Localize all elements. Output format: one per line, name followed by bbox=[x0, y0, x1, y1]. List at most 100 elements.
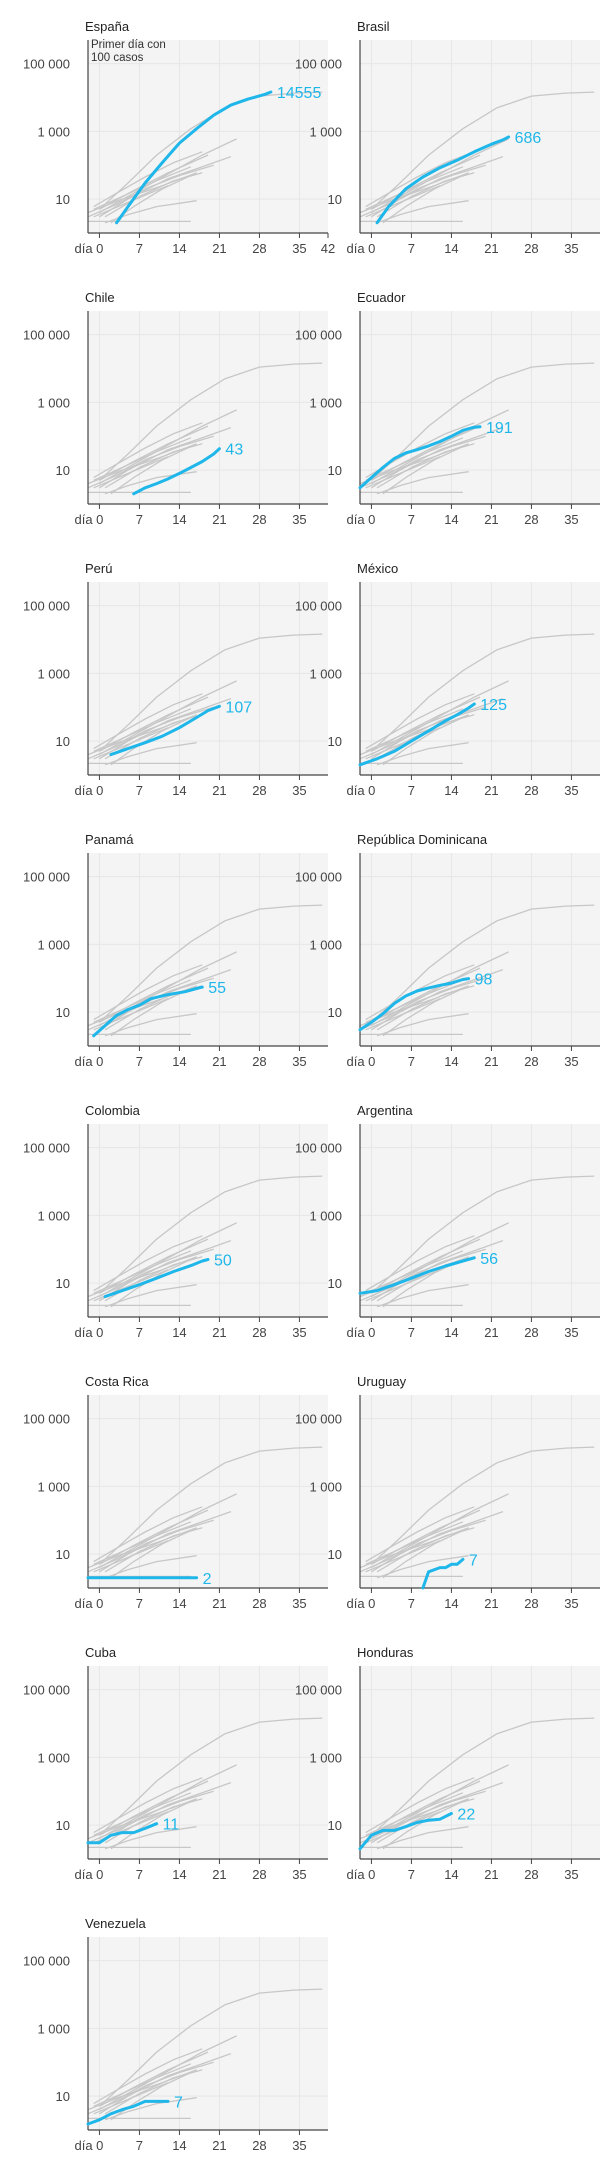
context-line bbox=[371, 1493, 509, 1569]
end-value-label: 11 bbox=[163, 1817, 180, 1834]
y-tick-label: 10 bbox=[328, 1005, 342, 1020]
y-tick-label: 1 000 bbox=[309, 395, 342, 410]
highlight-line bbox=[375, 135, 511, 225]
context-line bbox=[104, 200, 197, 224]
y-tick-label: 1 000 bbox=[37, 2021, 70, 2036]
context-line bbox=[110, 714, 197, 766]
x-tick-label: 14 bbox=[444, 1596, 458, 1611]
context-line bbox=[376, 200, 469, 224]
x-tick-label: 21 bbox=[212, 1325, 226, 1340]
context-line bbox=[371, 1510, 504, 1573]
y-tick-label: 10 bbox=[328, 1818, 342, 1833]
context-line bbox=[99, 1509, 209, 1565]
context-line bbox=[370, 1175, 595, 1294]
panel-0: España 10 1 000 100 000 día 0 7 14 21 28 35 42 Prim… bbox=[23, 19, 335, 256]
panel-background bbox=[360, 1124, 600, 1317]
y-tick-label: 100 000 bbox=[295, 1412, 342, 1427]
x-tick-label: día 0 bbox=[347, 783, 376, 798]
x-tick-label: 28 bbox=[252, 1596, 266, 1611]
context-line bbox=[376, 443, 475, 489]
highlight-line bbox=[358, 425, 482, 490]
panel-background bbox=[88, 311, 328, 504]
context-line bbox=[93, 1777, 203, 1834]
x-tick-label: día 0 bbox=[75, 512, 104, 527]
context-line bbox=[98, 904, 323, 1023]
x-tick-label: día 0 bbox=[75, 1054, 104, 1069]
x-tick-label: 35 bbox=[292, 1596, 306, 1611]
x-tick-label: 35 bbox=[292, 1867, 306, 1882]
end-value-label: 125 bbox=[480, 697, 507, 714]
end-value-label: 7 bbox=[469, 1552, 478, 1569]
context-line bbox=[371, 1764, 509, 1840]
panel-title: República Dominicana bbox=[357, 832, 488, 847]
context-line bbox=[98, 1175, 323, 1294]
x-tick-label: 28 bbox=[252, 1325, 266, 1340]
context-line bbox=[365, 1506, 475, 1563]
highlight-line bbox=[358, 977, 471, 1032]
context-line bbox=[99, 1238, 209, 1294]
y-tick-label: 100 000 bbox=[23, 1412, 70, 1427]
x-tick-label: 28 bbox=[252, 783, 266, 798]
x-tick-label: 35 bbox=[564, 1054, 578, 1069]
context-line bbox=[99, 154, 209, 210]
x-tick-label: 35 bbox=[564, 1596, 578, 1611]
x-tick-label: 7 bbox=[408, 241, 415, 256]
context-line bbox=[93, 1235, 203, 1292]
y-tick-label: 1 000 bbox=[309, 1479, 342, 1494]
context-line bbox=[371, 968, 504, 1031]
x-tick-label: 14 bbox=[444, 1325, 458, 1340]
x-tick-label: 35 bbox=[564, 783, 578, 798]
context-line bbox=[93, 1540, 169, 1573]
x-tick-label: 28 bbox=[524, 1596, 538, 1611]
context-line bbox=[99, 426, 232, 489]
x-tick-label: 35 bbox=[292, 2138, 306, 2153]
x-tick-label: 7 bbox=[136, 1867, 143, 1882]
x-tick-label: día 0 bbox=[347, 1325, 376, 1340]
context-line bbox=[93, 2063, 192, 2107]
x-tick-label: 35 bbox=[564, 1325, 578, 1340]
end-value-label: 50 bbox=[214, 1252, 232, 1269]
highlight-line bbox=[421, 1557, 465, 1590]
context-line bbox=[99, 1222, 237, 1298]
context-line bbox=[93, 693, 203, 750]
x-tick-label: 28 bbox=[524, 1054, 538, 1069]
y-tick-label: 1 000 bbox=[309, 666, 342, 681]
y-tick-label: 100 000 bbox=[295, 1683, 342, 1698]
x-tick-label: 28 bbox=[252, 512, 266, 527]
x-tick-label: día 0 bbox=[347, 241, 376, 256]
context-line bbox=[99, 138, 237, 214]
context-line bbox=[93, 727, 169, 760]
context-line bbox=[104, 742, 197, 766]
y-tick-label: 100 000 bbox=[23, 1141, 70, 1156]
panel-9: Argentina 10 1 000 100 000 día 0 7 14 21 28 35 56 bbox=[295, 1103, 600, 1340]
end-value-label: 56 bbox=[480, 1251, 498, 1268]
y-tick-label: 100 000 bbox=[23, 599, 70, 614]
context-line bbox=[93, 979, 192, 1023]
x-tick-label: 28 bbox=[524, 241, 538, 256]
context-line bbox=[376, 1284, 469, 1308]
context-line bbox=[370, 1717, 595, 1836]
context-line bbox=[376, 471, 469, 495]
context-line bbox=[98, 633, 323, 752]
context-line bbox=[99, 2051, 209, 2107]
end-value-label: 7 bbox=[174, 2094, 183, 2111]
x-tick-label: 7 bbox=[408, 512, 415, 527]
y-tick-label: 10 bbox=[56, 1547, 70, 1562]
panel-8: Colombia 10 1 000 100 000 día 0 7 14 21 28 35 50 bbox=[23, 1103, 328, 1340]
x-tick-label: 14 bbox=[172, 1054, 186, 1069]
context-line bbox=[376, 1798, 475, 1844]
panel-title: Brasil bbox=[357, 19, 390, 34]
context-line bbox=[365, 185, 441, 218]
context-line bbox=[365, 437, 464, 481]
context-line bbox=[99, 155, 232, 218]
context-line bbox=[365, 1540, 441, 1573]
panel-title: Honduras bbox=[357, 1645, 414, 1660]
panel-7: República Dominicana 10 1 000 100 000 día 0 7… bbox=[295, 832, 600, 1069]
panel-title: Panamá bbox=[85, 832, 134, 847]
context-line bbox=[371, 154, 481, 210]
y-tick-label: 10 bbox=[328, 463, 342, 478]
x-tick-label: 28 bbox=[524, 1325, 538, 1340]
context-line bbox=[365, 1250, 464, 1294]
y-tick-label: 100 000 bbox=[23, 870, 70, 885]
y-tick-label: 1 000 bbox=[309, 937, 342, 952]
